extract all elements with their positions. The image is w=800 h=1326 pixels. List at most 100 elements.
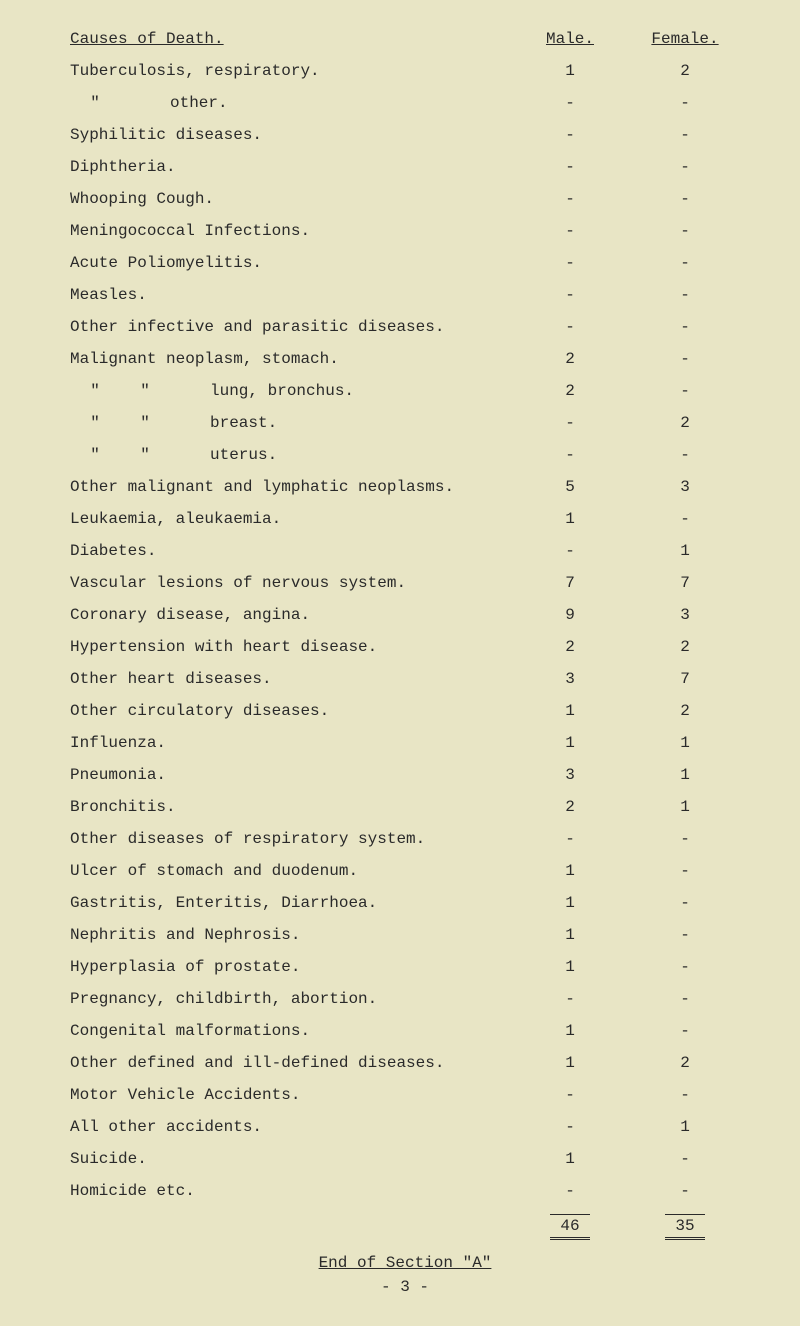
female-cell: - xyxy=(630,1150,740,1168)
table-row: Suicide.1- xyxy=(70,1150,740,1180)
cause-text: Leukaemia, aleukaemia. xyxy=(70,510,281,528)
cause-cell: Other circulatory diseases. xyxy=(70,702,510,720)
male-cell: - xyxy=(510,158,630,176)
total-male: 46 xyxy=(550,1214,590,1240)
table-row: Pregnancy, childbirth, abortion.-- xyxy=(70,990,740,1020)
cause-cell: All other accidents. xyxy=(70,1118,510,1136)
table-row: Other heart diseases.37 xyxy=(70,670,740,700)
cause-cell: Other defined and ill-defined diseases. xyxy=(70,1054,510,1072)
table-row: Other circulatory diseases.12 xyxy=(70,702,740,732)
male-cell: - xyxy=(510,126,630,144)
female-cell: - xyxy=(630,1086,740,1104)
male-cell: - xyxy=(510,254,630,272)
header-row: Causes of Death. Male. Female. xyxy=(70,30,740,60)
cause-cell: Hypertension with heart disease. xyxy=(70,638,510,656)
cause-cell: Motor Vehicle Accidents. xyxy=(70,1086,510,1104)
ditto-mark: " xyxy=(70,414,120,432)
female-cell: - xyxy=(630,990,740,1008)
table-row: Other infective and parasitic diseases.-… xyxy=(70,318,740,348)
end-section: End of Section "A" xyxy=(70,1254,740,1272)
male-cell: 2 xyxy=(510,350,630,368)
female-cell: 2 xyxy=(630,414,740,432)
female-cell: 3 xyxy=(630,606,740,624)
male-cell: 2 xyxy=(510,382,630,400)
table-row: All other accidents.-1 xyxy=(70,1118,740,1148)
table-body: Tuberculosis, respiratory.12"other.--Syp… xyxy=(70,62,740,1212)
male-cell: - xyxy=(510,990,630,1008)
cause-text: Measles. xyxy=(70,286,147,304)
cause-text: Other circulatory diseases. xyxy=(70,702,329,720)
cause-text: Other malignant and lymphatic neoplasms. xyxy=(70,478,454,496)
female-cell: - xyxy=(630,862,740,880)
male-cell: 3 xyxy=(510,670,630,688)
cause-text: Hypertension with heart disease. xyxy=(70,638,377,656)
table-row: "other.-- xyxy=(70,94,740,124)
cause-text: Syphilitic diseases. xyxy=(70,126,262,144)
table-row: Diphtheria.-- xyxy=(70,158,740,188)
table-row: Other defined and ill-defined diseases. 1… xyxy=(70,1054,740,1084)
table-row: Malignant neoplasm, stomach.2- xyxy=(70,350,740,380)
table-row: Other diseases of respiratory system.-- xyxy=(70,830,740,860)
female-cell: - xyxy=(630,222,740,240)
table-row: ""lung, bronchus.2- xyxy=(70,382,740,412)
table-row: ""uterus.-- xyxy=(70,446,740,476)
cause-cell: Tuberculosis, respiratory. xyxy=(70,62,510,80)
male-cell: - xyxy=(510,542,630,560)
male-cell: 1 xyxy=(510,958,630,976)
female-cell: - xyxy=(630,382,740,400)
table-row: Hypertension with heart disease. 22 xyxy=(70,638,740,668)
table-row: Acute Poliomyelitis. -- xyxy=(70,254,740,284)
table-row: Ulcer of stomach and duodenum.1- xyxy=(70,862,740,892)
cause-text: Other defined and ill-defined diseases. xyxy=(70,1054,444,1072)
table-row: Other malignant and lymphatic neoplasms.… xyxy=(70,478,740,508)
male-cell: - xyxy=(510,414,630,432)
male-cell: 9 xyxy=(510,606,630,624)
cause-text: Other heart diseases. xyxy=(70,670,272,688)
male-cell: - xyxy=(510,190,630,208)
cause-cell: ""lung, bronchus. xyxy=(70,382,510,400)
female-cell: - xyxy=(630,158,740,176)
cause-cell: Other infective and parasitic diseases. xyxy=(70,318,510,336)
male-cell: - xyxy=(510,94,630,112)
female-cell: 1 xyxy=(630,542,740,560)
header-male: Male. xyxy=(546,30,594,48)
table-row: Tuberculosis, respiratory.12 xyxy=(70,62,740,92)
cause-text: uterus. xyxy=(170,446,277,464)
cause-cell: Other heart diseases. xyxy=(70,670,510,688)
ditto-mark: " xyxy=(120,414,170,432)
table-row: Congenital malformations.1- xyxy=(70,1022,740,1052)
female-cell: - xyxy=(630,446,740,464)
male-cell: 3 xyxy=(510,766,630,784)
male-cell: - xyxy=(510,1118,630,1136)
table-row: Meningococcal Infections.-- xyxy=(70,222,740,252)
female-cell: 1 xyxy=(630,766,740,784)
female-cell: 2 xyxy=(630,1054,740,1072)
cause-text: Vascular lesions of nervous system. xyxy=(70,574,406,592)
male-cell: 7 xyxy=(510,574,630,592)
male-cell: 2 xyxy=(510,638,630,656)
cause-cell: Diabetes. xyxy=(70,542,510,560)
cause-cell: ""breast. xyxy=(70,414,510,432)
cause-text: other. xyxy=(120,94,228,112)
female-cell: - xyxy=(630,1022,740,1040)
male-cell: - xyxy=(510,286,630,304)
cause-text: Gastritis, Enteritis, Diarrhoea. xyxy=(70,894,377,912)
male-cell: 1 xyxy=(510,1054,630,1072)
cause-text: Pneumonia. xyxy=(70,766,166,784)
female-cell: - xyxy=(630,350,740,368)
cause-cell: Influenza. xyxy=(70,734,510,752)
cause-cell: Measles. xyxy=(70,286,510,304)
female-cell: 2 xyxy=(630,638,740,656)
cause-cell: Pneumonia. xyxy=(70,766,510,784)
cause-cell: Acute Poliomyelitis. xyxy=(70,254,510,272)
female-cell: - xyxy=(630,958,740,976)
cause-cell: Ulcer of stomach and duodenum. xyxy=(70,862,510,880)
cause-text: Influenza. xyxy=(70,734,166,752)
male-cell: - xyxy=(510,318,630,336)
cause-cell: Vascular lesions of nervous system. xyxy=(70,574,510,592)
cause-text: Acute Poliomyelitis. xyxy=(70,254,262,272)
female-cell: - xyxy=(630,254,740,272)
male-cell: 1 xyxy=(510,862,630,880)
table-row: Syphilitic diseases.-- xyxy=(70,126,740,156)
table-row: Bronchitis.21 xyxy=(70,798,740,828)
